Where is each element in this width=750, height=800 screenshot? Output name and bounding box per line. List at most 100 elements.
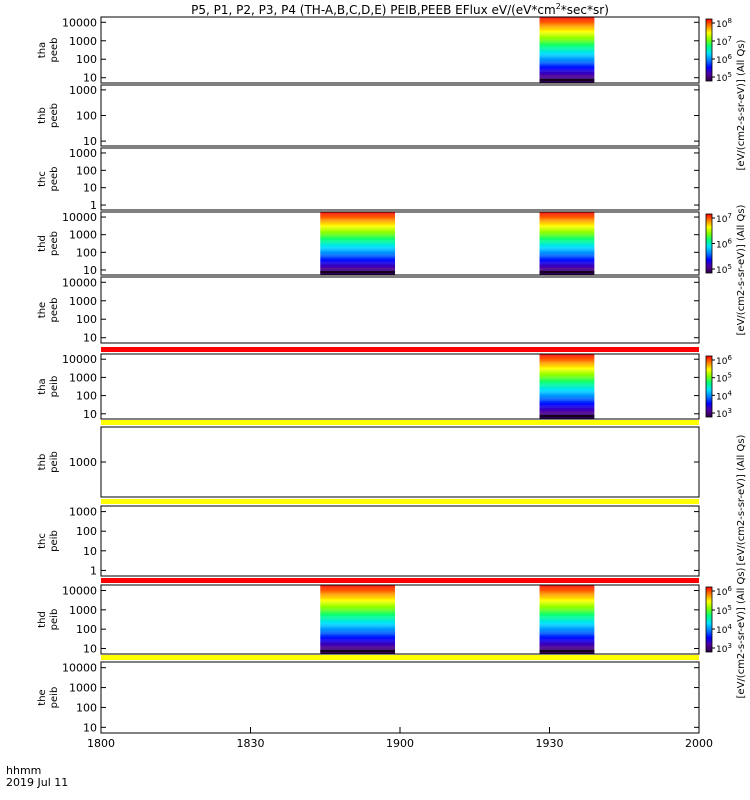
panel-product-label: peeb xyxy=(49,103,60,128)
colorbar-tick-label: 105 xyxy=(716,604,732,617)
panel-probe-label: thc xyxy=(37,171,48,187)
date-label: 2019 Jul 11 xyxy=(6,776,68,789)
panel-the-peeb: 10 100 1000 10000 the peeb xyxy=(37,276,700,345)
colorbar-tick-label: 103 xyxy=(716,407,732,420)
colorbar-tick-label: 108 xyxy=(716,17,732,30)
colorbar-tick-label: 106 xyxy=(716,53,732,66)
panel-probe-label: thd xyxy=(37,235,48,252)
y-tick-label: 1000 xyxy=(69,682,97,695)
colorbar-tick-label: 105 xyxy=(716,372,732,385)
colorbar-tick-label: 107 xyxy=(716,35,732,48)
panel-tha-peib: 10 100 1000 10000 tha peib 106 105 104 103 xyxy=(37,347,732,421)
y-tick-label: 1000 xyxy=(69,506,97,519)
panel-product-label: peeb xyxy=(49,38,60,63)
panel-probe-label: thd xyxy=(37,611,48,628)
y-tick-label: 100 xyxy=(76,246,97,259)
spectrogram-block xyxy=(539,212,595,275)
y-tick-label: 10 xyxy=(83,182,97,195)
y-tick-label: 10 xyxy=(83,264,97,277)
y-tick-label: 10 xyxy=(83,642,97,655)
panel-frame xyxy=(100,505,700,577)
panel-thc-peeb: 1 10 100 1000 thc peeb xyxy=(37,147,700,212)
panel-thd-peeb: 10 100 1000 10000 thd peeb 107 106 105 xyxy=(37,211,732,277)
panel-thb-peeb: 10 100 1000 thb peeb xyxy=(37,84,700,148)
colorbar-tick-label: 106 xyxy=(716,238,732,251)
y-tick-label: 100 xyxy=(76,623,97,636)
y-tick-label: 10000 xyxy=(62,276,97,289)
colorbar: 107 106 105 xyxy=(705,212,732,276)
x-tick-label: 1900 xyxy=(386,737,414,750)
y-tick-label: 10000 xyxy=(62,585,97,598)
y-tick-label: 1000 xyxy=(69,84,97,97)
y-tick-label: 100 xyxy=(76,313,97,326)
y-tick-label: 1000 xyxy=(69,371,97,384)
y-tick-label: 1000 xyxy=(69,604,97,617)
y-tick-label: 10 xyxy=(83,721,97,734)
panel-frame xyxy=(100,211,700,276)
y-tick-label: 1 xyxy=(90,564,97,577)
y-tick-label: 10000 xyxy=(62,353,97,366)
panel-product-label: peib xyxy=(49,376,60,398)
colorbar-tick-label: 106 xyxy=(716,354,732,367)
spectrogram-block xyxy=(539,354,595,419)
colorbar-tick-label: 104 xyxy=(716,389,732,402)
panel-product-label: peib xyxy=(49,687,60,709)
y-tick-label: 1000 xyxy=(69,229,97,242)
panel-thb-peib: 1000 thb peib xyxy=(37,420,700,498)
panel-product-label: peib xyxy=(49,451,60,473)
panel-frame xyxy=(100,276,700,344)
colorbar: 106 105 104 103 xyxy=(705,354,732,420)
panel-probe-label: thb xyxy=(37,454,48,471)
y-tick-label: 10 xyxy=(83,72,97,85)
panel-product-label: peeb xyxy=(49,298,60,323)
y-tick-label: 100 xyxy=(76,525,97,538)
panel-frame xyxy=(100,426,700,498)
colorbar-unit-peib-mid: [eV/(cm2-s-sr-eV)] (All Qs) xyxy=(736,567,747,698)
fill-band-red xyxy=(101,347,699,352)
y-tick-label: 100 xyxy=(76,164,97,177)
y-tick-label: 1000 xyxy=(69,456,97,469)
panel-product-label: peeb xyxy=(49,231,60,256)
colorbar-unit-peib-top: [eV/(cm2-s-sr-eV)] (All Qs) xyxy=(736,434,747,565)
x-corner-label: hhmm xyxy=(6,764,41,777)
y-tick-label: 10 xyxy=(83,332,97,345)
panel-probe-label: tha xyxy=(37,378,48,394)
y-tick-label: 1000 xyxy=(69,295,97,308)
y-tick-label: 10 xyxy=(83,545,97,558)
y-tick-label: 1000 xyxy=(69,35,97,48)
panel-frame xyxy=(100,353,700,420)
y-tick-label: 10 xyxy=(83,408,97,421)
panel-thd-peib: 10 100 1000 10000 thd peib 106 105 104 103 xyxy=(37,578,732,655)
panel-probe-label: tha xyxy=(37,42,48,58)
y-tick-label: 100 xyxy=(76,390,97,403)
spectrogram-block xyxy=(320,585,396,654)
colorbar: 108 107 106 105 xyxy=(705,17,732,84)
colorbar-tick-label: 105 xyxy=(716,71,732,84)
panel-frame xyxy=(100,147,700,211)
colorbar-tick-label: 105 xyxy=(716,263,732,276)
y-tick-label: 10 xyxy=(83,135,97,148)
x-tick-label: 1800 xyxy=(87,737,115,750)
panel-tha-peeb: 10 100 1000 10000 tha peeb 108 107 106 105 xyxy=(37,16,732,84)
spectrogram-block xyxy=(539,585,595,654)
colorbar-unit-peeb-top: [eV/(cm2-s-sr-eV)] (All Qs) xyxy=(736,39,747,170)
panel-frame xyxy=(100,84,700,147)
y-tick-label: 100 xyxy=(76,701,97,714)
y-tick-label: 100 xyxy=(76,110,97,123)
x-tick-label: 2000 xyxy=(685,737,713,750)
colorbar-unit-peeb-mid: [eV/(cm2-s-sr-eV)] (All Qs) xyxy=(736,204,747,335)
x-tick-label: 1930 xyxy=(536,737,564,750)
y-tick-label: 10000 xyxy=(62,662,97,675)
x-tick-label: 1830 xyxy=(237,737,265,750)
x-axis: 1800 1830 1900 1930 2000 xyxy=(87,727,713,750)
panel-product-label: peib xyxy=(49,530,60,552)
panel-probe-label: thb xyxy=(37,107,48,124)
fill-band-yellow xyxy=(101,420,699,425)
y-tick-label: 1 xyxy=(90,199,97,212)
panel-frame xyxy=(100,16,700,84)
colorbar-tick-label: 106 xyxy=(716,585,732,598)
figure-title: P5, P1, P2, P3, P4 (TH-A,B,C,D,E) PEIB,P… xyxy=(191,2,609,17)
colorbar: 106 105 104 103 xyxy=(705,585,732,655)
panel-product-label: peeb xyxy=(49,167,60,192)
